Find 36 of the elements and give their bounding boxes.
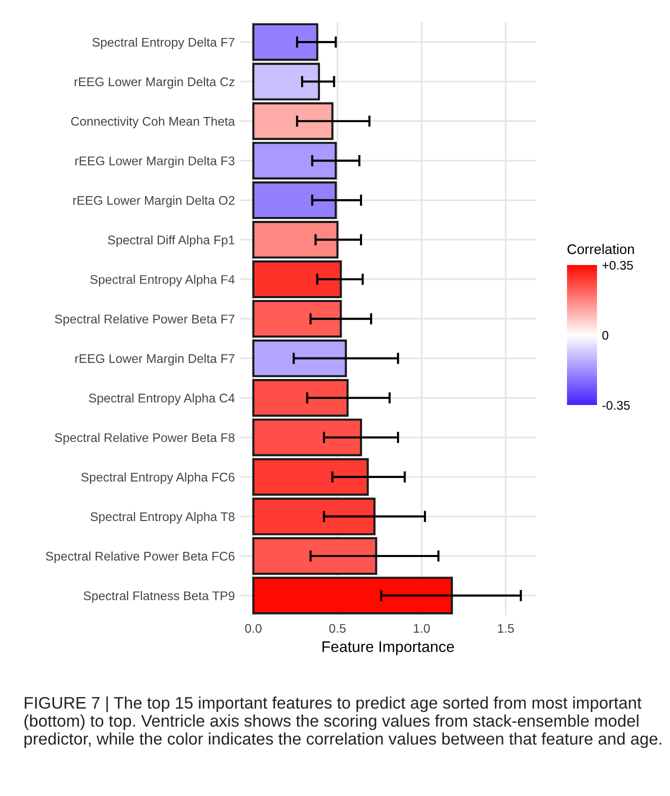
color-bar-title: Correlation (568, 244, 634, 254)
color-bar-label: 0 (602, 330, 608, 340)
x-tick-label: 0.0 (245, 624, 262, 633)
bar (252, 62, 320, 100)
y-tick-label: Spectral Entropy Alpha F4 (90, 274, 235, 286)
y-tick-label: Spectral Relative Power Beta FC6 (46, 551, 234, 564)
bar (252, 142, 337, 180)
y-tick-label: Spectral Entropy Alpha C4 (88, 393, 235, 405)
bar (252, 379, 349, 417)
y-tick-label: Spectral Entropy Alpha T8 (90, 512, 234, 524)
bar (252, 339, 347, 378)
y-tick-label: rEEG Lower Margin Delta Cz (74, 77, 234, 89)
color-bar-label: +0.35 (602, 260, 633, 270)
caption: FIGURE 7 | The top 15 important features to predict age sorted from most important (bottom) to top. Ventricle axis shows the scoring values from stack-ensemble model predictor, while the color indicates the correlation values between that feature and age. (24, 696, 662, 748)
x-axis-title: Feature Importance (322, 641, 454, 656)
y-tick-label: Spectral Relative Power Beta F7 (54, 314, 234, 326)
y-tick-label: Spectral Relative Power Beta F8 (54, 432, 234, 445)
x-tick-label: 0.5 (329, 624, 346, 633)
bar (252, 102, 334, 140)
y-tick-label: Spectral Diff Alpha Fp1 (108, 235, 234, 247)
y-tick-label: rEEG Lower Margin Delta O2 (73, 196, 234, 208)
bar (252, 300, 342, 338)
bar (252, 260, 342, 298)
x-tick-label: 1.5 (498, 624, 514, 633)
bar (252, 418, 362, 456)
y-tick-label: Spectral Flatness Beta TP9 (84, 591, 234, 603)
y-tick-label: rEEG Lower Margin Delta F3 (75, 156, 234, 168)
color-bar-label: -0.35 (602, 400, 630, 410)
bar (252, 220, 338, 259)
y-tick-label: Spectral Entropy Alpha FC6 (81, 472, 234, 484)
bar (252, 23, 318, 61)
y-tick-label: Spectral Entropy Delta F7 (92, 38, 234, 50)
x-tick-label: 1.0 (414, 624, 430, 633)
y-tick-label: Connectivity Coh Mean Theta (71, 116, 236, 128)
bar (252, 181, 337, 220)
y-tick-label: rEEG Lower Margin Delta F7 (75, 354, 234, 366)
